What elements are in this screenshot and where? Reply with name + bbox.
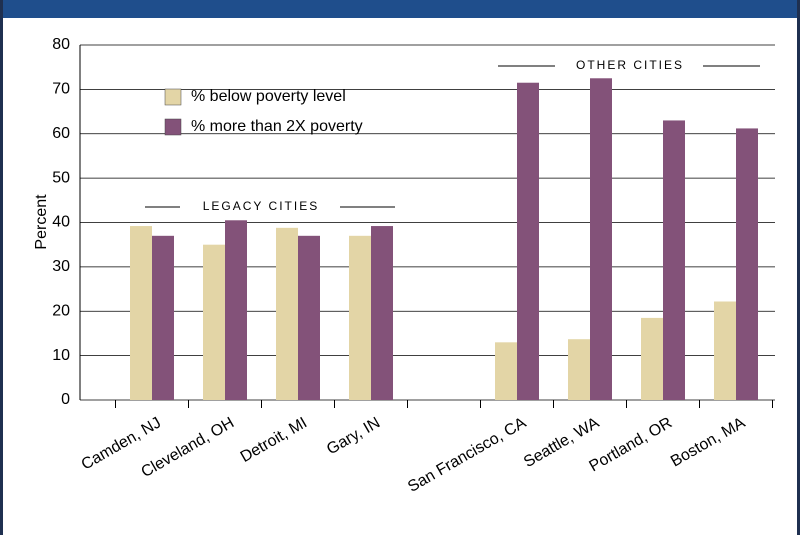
- legend-label: % below poverty level: [191, 88, 346, 105]
- x-tick-label: San Francisco, CA: [405, 414, 529, 496]
- bar: [130, 226, 152, 400]
- y-tick-label: 70: [52, 81, 70, 98]
- bar: [349, 235, 371, 400]
- bar: [714, 301, 736, 400]
- bar: [371, 226, 393, 400]
- annotation: OTHER CITIES: [576, 58, 684, 72]
- y-tick-label: 30: [52, 258, 70, 275]
- x-tick-label: Boston, MA: [668, 414, 748, 470]
- x-tick-label: Portland, OR: [587, 414, 676, 475]
- bar: [152, 235, 174, 400]
- bar: [203, 244, 225, 400]
- bar: [495, 342, 517, 400]
- y-tick-label: 60: [52, 125, 70, 142]
- bar: [298, 235, 320, 400]
- y-tick-label: 10: [52, 347, 70, 364]
- bar: [663, 120, 685, 400]
- annotation: LEGACY CITIES: [203, 199, 319, 213]
- header-bar: [0, 0, 800, 18]
- bar: [568, 339, 590, 400]
- y-tick-label: 40: [52, 214, 70, 231]
- bar: [736, 128, 758, 401]
- legend-label: % more than 2X poverty: [191, 118, 363, 135]
- legend-swatch: [164, 118, 182, 136]
- bar: [590, 78, 612, 400]
- frame-left: [0, 0, 3, 535]
- bar: [517, 82, 539, 400]
- frame-right: [797, 0, 800, 535]
- bar: [641, 317, 663, 400]
- y-axis-label: Percent: [33, 194, 50, 250]
- y-tick-label: 0: [61, 391, 70, 408]
- bar: [225, 220, 247, 400]
- y-tick-label: 20: [52, 302, 70, 319]
- x-tick-label: Detroit, MI: [238, 414, 310, 466]
- y-tick-label: 80: [52, 36, 70, 53]
- x-tick-label: Gary, IN: [324, 414, 383, 458]
- bar: [276, 227, 298, 400]
- legend-swatch: [164, 88, 182, 106]
- y-tick-label: 50: [52, 169, 70, 186]
